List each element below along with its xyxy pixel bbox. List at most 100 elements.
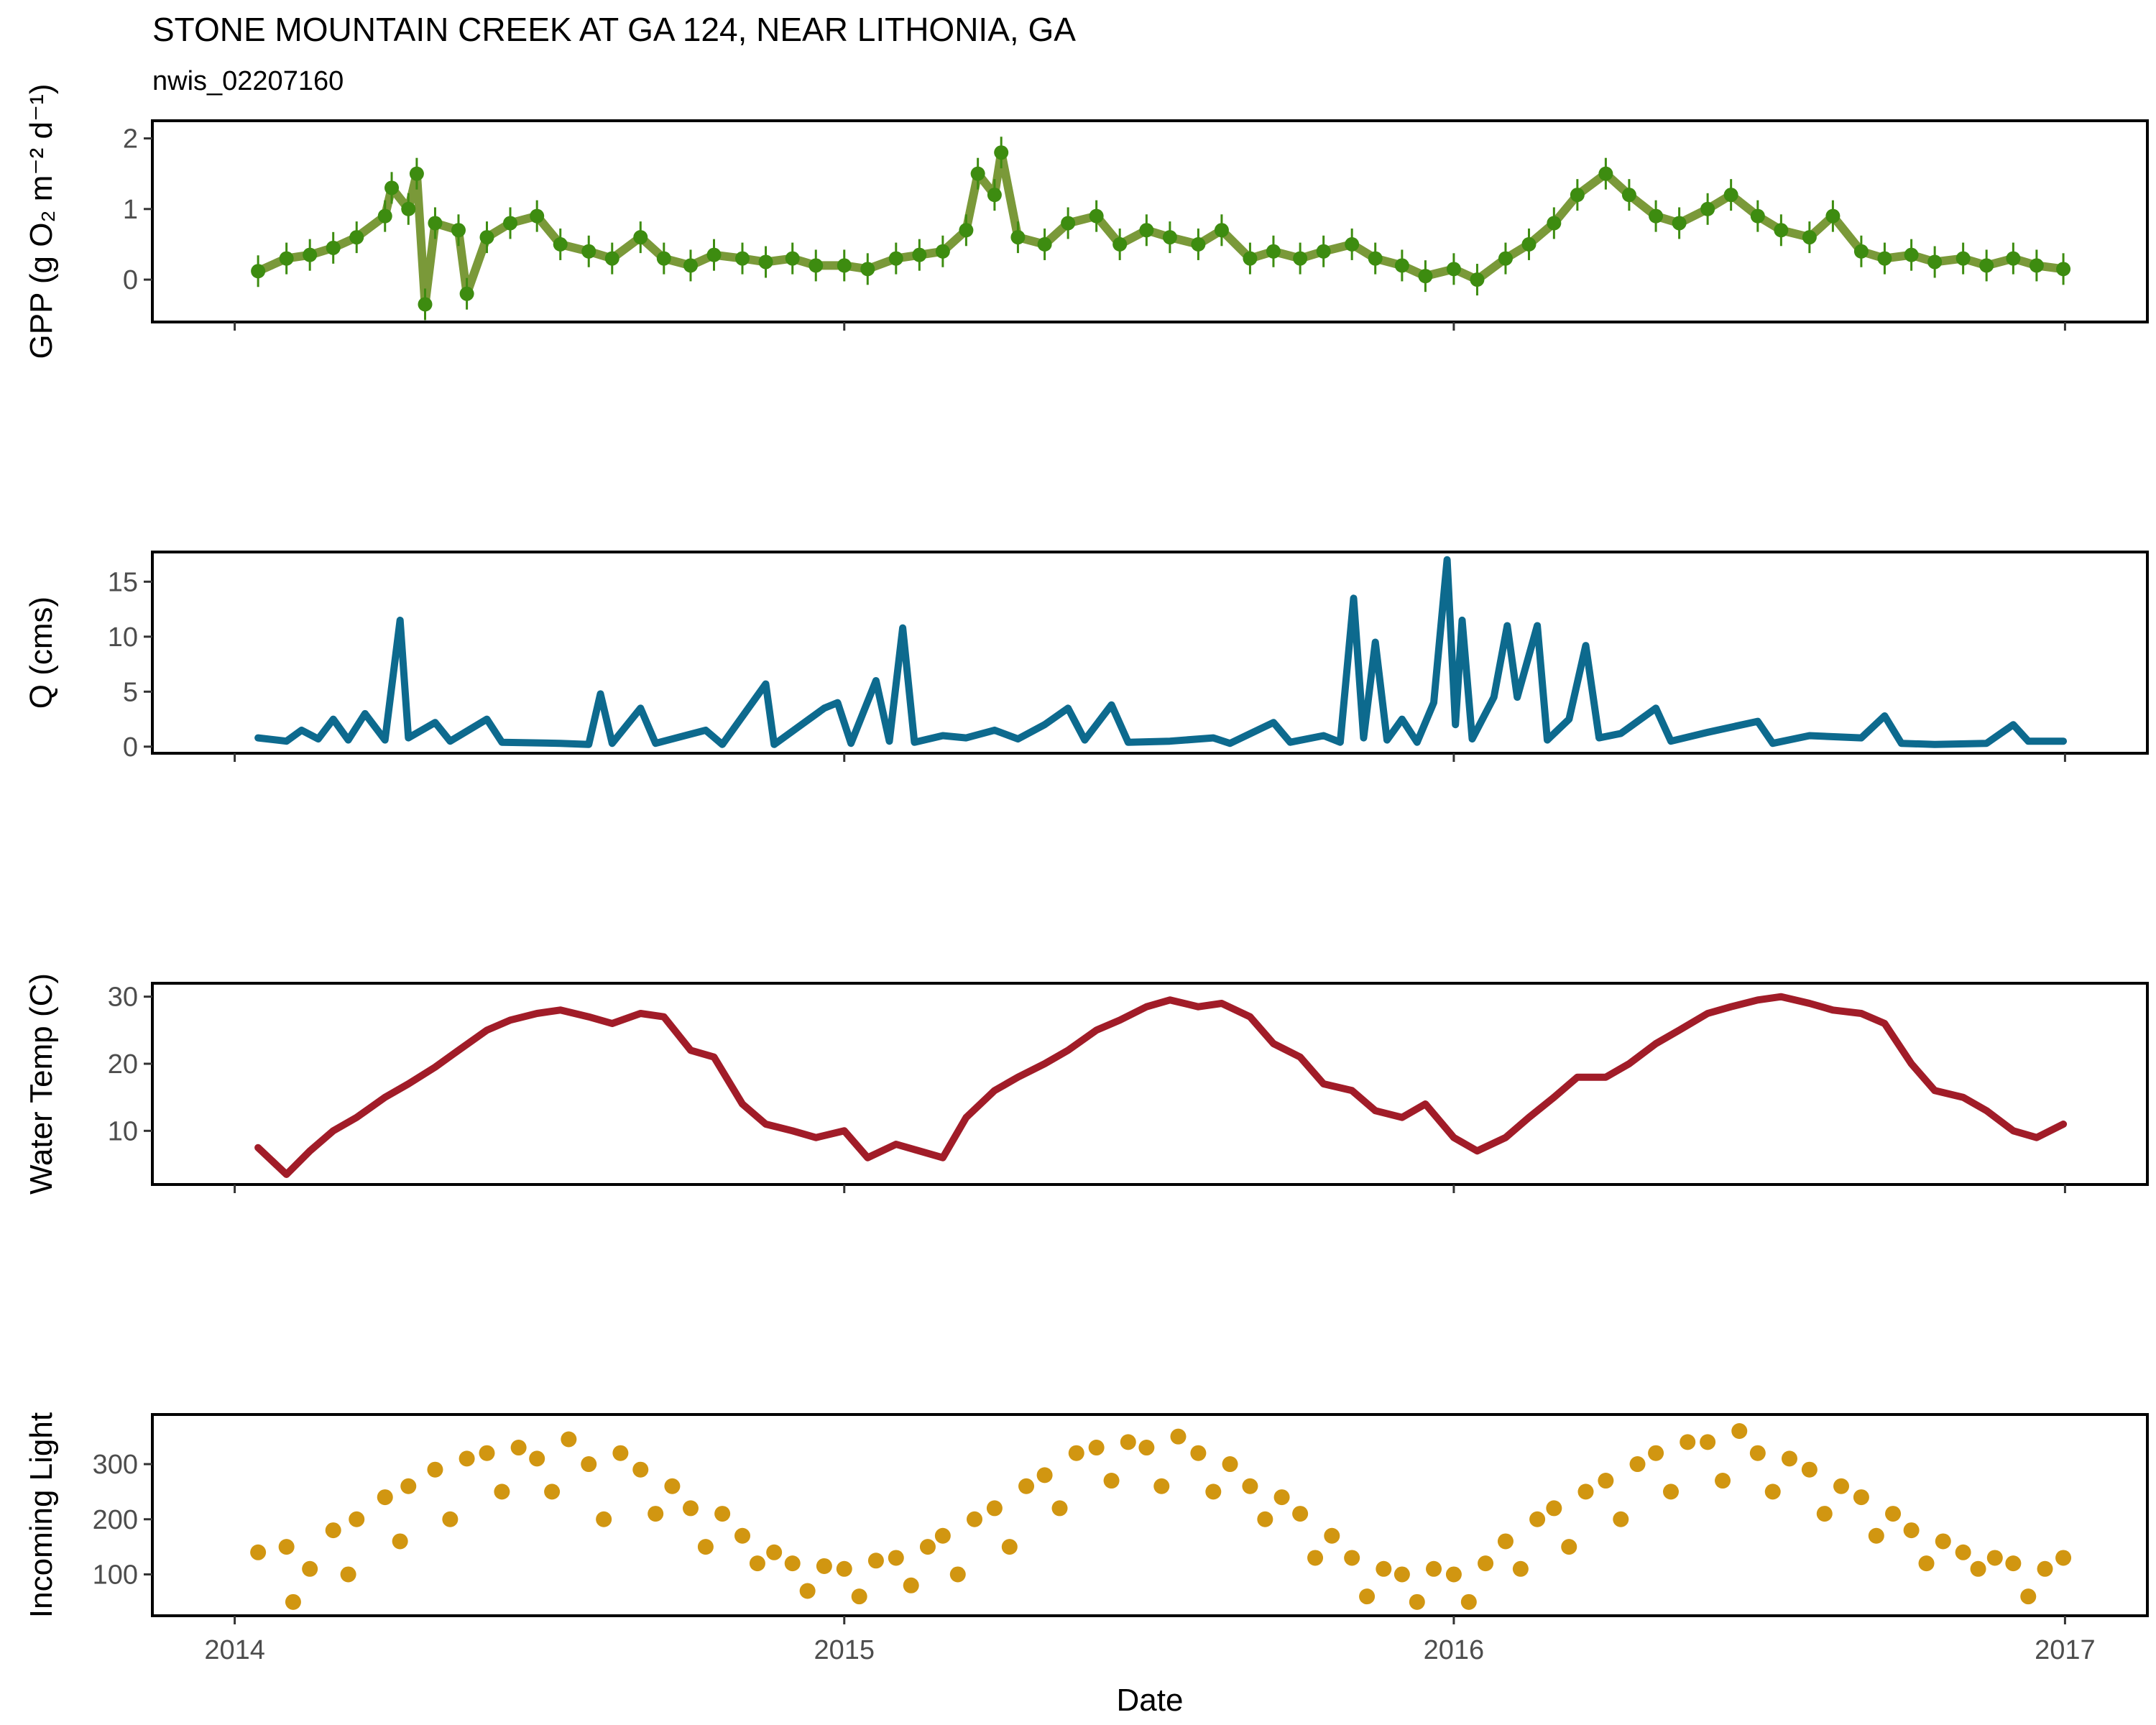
data-point [851, 1588, 867, 1605]
data-point [1344, 1550, 1360, 1566]
data-point [785, 251, 800, 266]
panel-incoming-light: 100 200 300 2014 2015 2016 2017 Incoming Light [24, 1412, 2149, 1665]
x-tick-label: 2014 [204, 1635, 265, 1665]
data-point [377, 1489, 393, 1506]
data-point [2020, 1588, 2037, 1605]
data-point [1068, 1445, 1084, 1461]
data-point [1368, 251, 1383, 266]
y-tick-label: 30 [108, 983, 138, 1013]
data-point [1497, 1533, 1514, 1550]
data-point [994, 145, 1009, 160]
data-point [1512, 1560, 1529, 1577]
data-point [459, 286, 474, 301]
data-point [749, 1555, 765, 1572]
data-point [1214, 223, 1229, 238]
data-point [1986, 1550, 2003, 1566]
data-point [648, 1506, 664, 1522]
data-point [1715, 1473, 1731, 1489]
data-point [1292, 1506, 1309, 1522]
data-point [1470, 272, 1485, 288]
data-point [479, 1445, 495, 1461]
data-point [581, 244, 596, 259]
data-point [1935, 1533, 1951, 1550]
data-point [1139, 223, 1154, 238]
data-point [1868, 1527, 1884, 1544]
data-point [986, 1500, 1003, 1517]
data-point [1191, 236, 1206, 252]
data-point [1700, 201, 1715, 216]
y-tick-label: 20 [108, 1049, 138, 1080]
data-point [349, 230, 364, 245]
data-point [1955, 251, 1971, 266]
data-point [1877, 251, 1892, 266]
data-point [1577, 1484, 1594, 1500]
data-point [1257, 1511, 1273, 1527]
data-point [1498, 251, 1513, 266]
data-point [1621, 188, 1636, 203]
data-point [1266, 244, 1281, 259]
data-point [1833, 1478, 1850, 1494]
data-point [326, 240, 341, 255]
data-point [682, 1500, 699, 1517]
data-point [1570, 188, 1585, 203]
series-incoming-light [250, 1423, 2072, 1610]
data-point [1445, 1566, 1462, 1583]
panel-border [151, 982, 2149, 1186]
y-tick-label: 1 [123, 195, 138, 225]
y-tick-label: 5 [123, 677, 138, 707]
data-point [1680, 1434, 1696, 1450]
data-point [1112, 236, 1128, 252]
data-point [2037, 1560, 2053, 1577]
data-point [1521, 236, 1537, 252]
data-point [392, 1533, 408, 1550]
data-point [1089, 208, 1104, 224]
chart-subtitle: nwis_02207160 [152, 66, 344, 96]
data-point [959, 223, 974, 238]
data-point [285, 1593, 301, 1610]
data-point [970, 166, 985, 181]
panel-border [151, 119, 2149, 323]
series-discharge [254, 556, 2068, 748]
data-point [1903, 1522, 1920, 1539]
data-point [860, 262, 875, 277]
data-point [1273, 1489, 1290, 1506]
y-tick-label: 100 [93, 1560, 138, 1590]
data-point [1162, 230, 1177, 245]
data-point [1460, 1593, 1477, 1610]
data-point [377, 208, 392, 224]
data-point [494, 1484, 510, 1500]
data-point [2029, 258, 2044, 273]
data-point [632, 1461, 649, 1478]
panel-discharge: 0 5 10 15 Q (cms) [24, 551, 2149, 763]
data-point [935, 244, 950, 259]
data-point [903, 1577, 919, 1593]
data-point [1853, 1489, 1869, 1506]
data-point [451, 223, 466, 238]
data-point [1394, 258, 1409, 273]
series-line [254, 993, 2068, 1178]
data-point [2005, 1555, 2022, 1572]
y-axis-title: Incoming Light [24, 1412, 59, 1618]
series-water-temp [254, 993, 2068, 1178]
data-point [656, 251, 671, 266]
data-point [1293, 251, 1308, 266]
data-point [2006, 251, 2021, 266]
data-point [1529, 1511, 1546, 1527]
data-point [530, 208, 545, 224]
data-point [1598, 1473, 1614, 1489]
data-point [1376, 1560, 1392, 1577]
panel-water-temp: 10 20 30 Water Temp (C) [24, 973, 2149, 1195]
data-point [479, 230, 494, 245]
data-point [1418, 269, 1433, 284]
data-point [1904, 247, 1919, 262]
data-point [427, 1461, 443, 1478]
x-tick-label: 2016 [1424, 1635, 1485, 1665]
data-point [1816, 1506, 1833, 1522]
data-point [1853, 244, 1869, 259]
data-point [510, 1440, 527, 1456]
data-point [1749, 1445, 1766, 1461]
data-point [561, 1431, 577, 1448]
data-point [251, 264, 266, 279]
data-point [1316, 244, 1331, 259]
data-point [1037, 236, 1052, 252]
